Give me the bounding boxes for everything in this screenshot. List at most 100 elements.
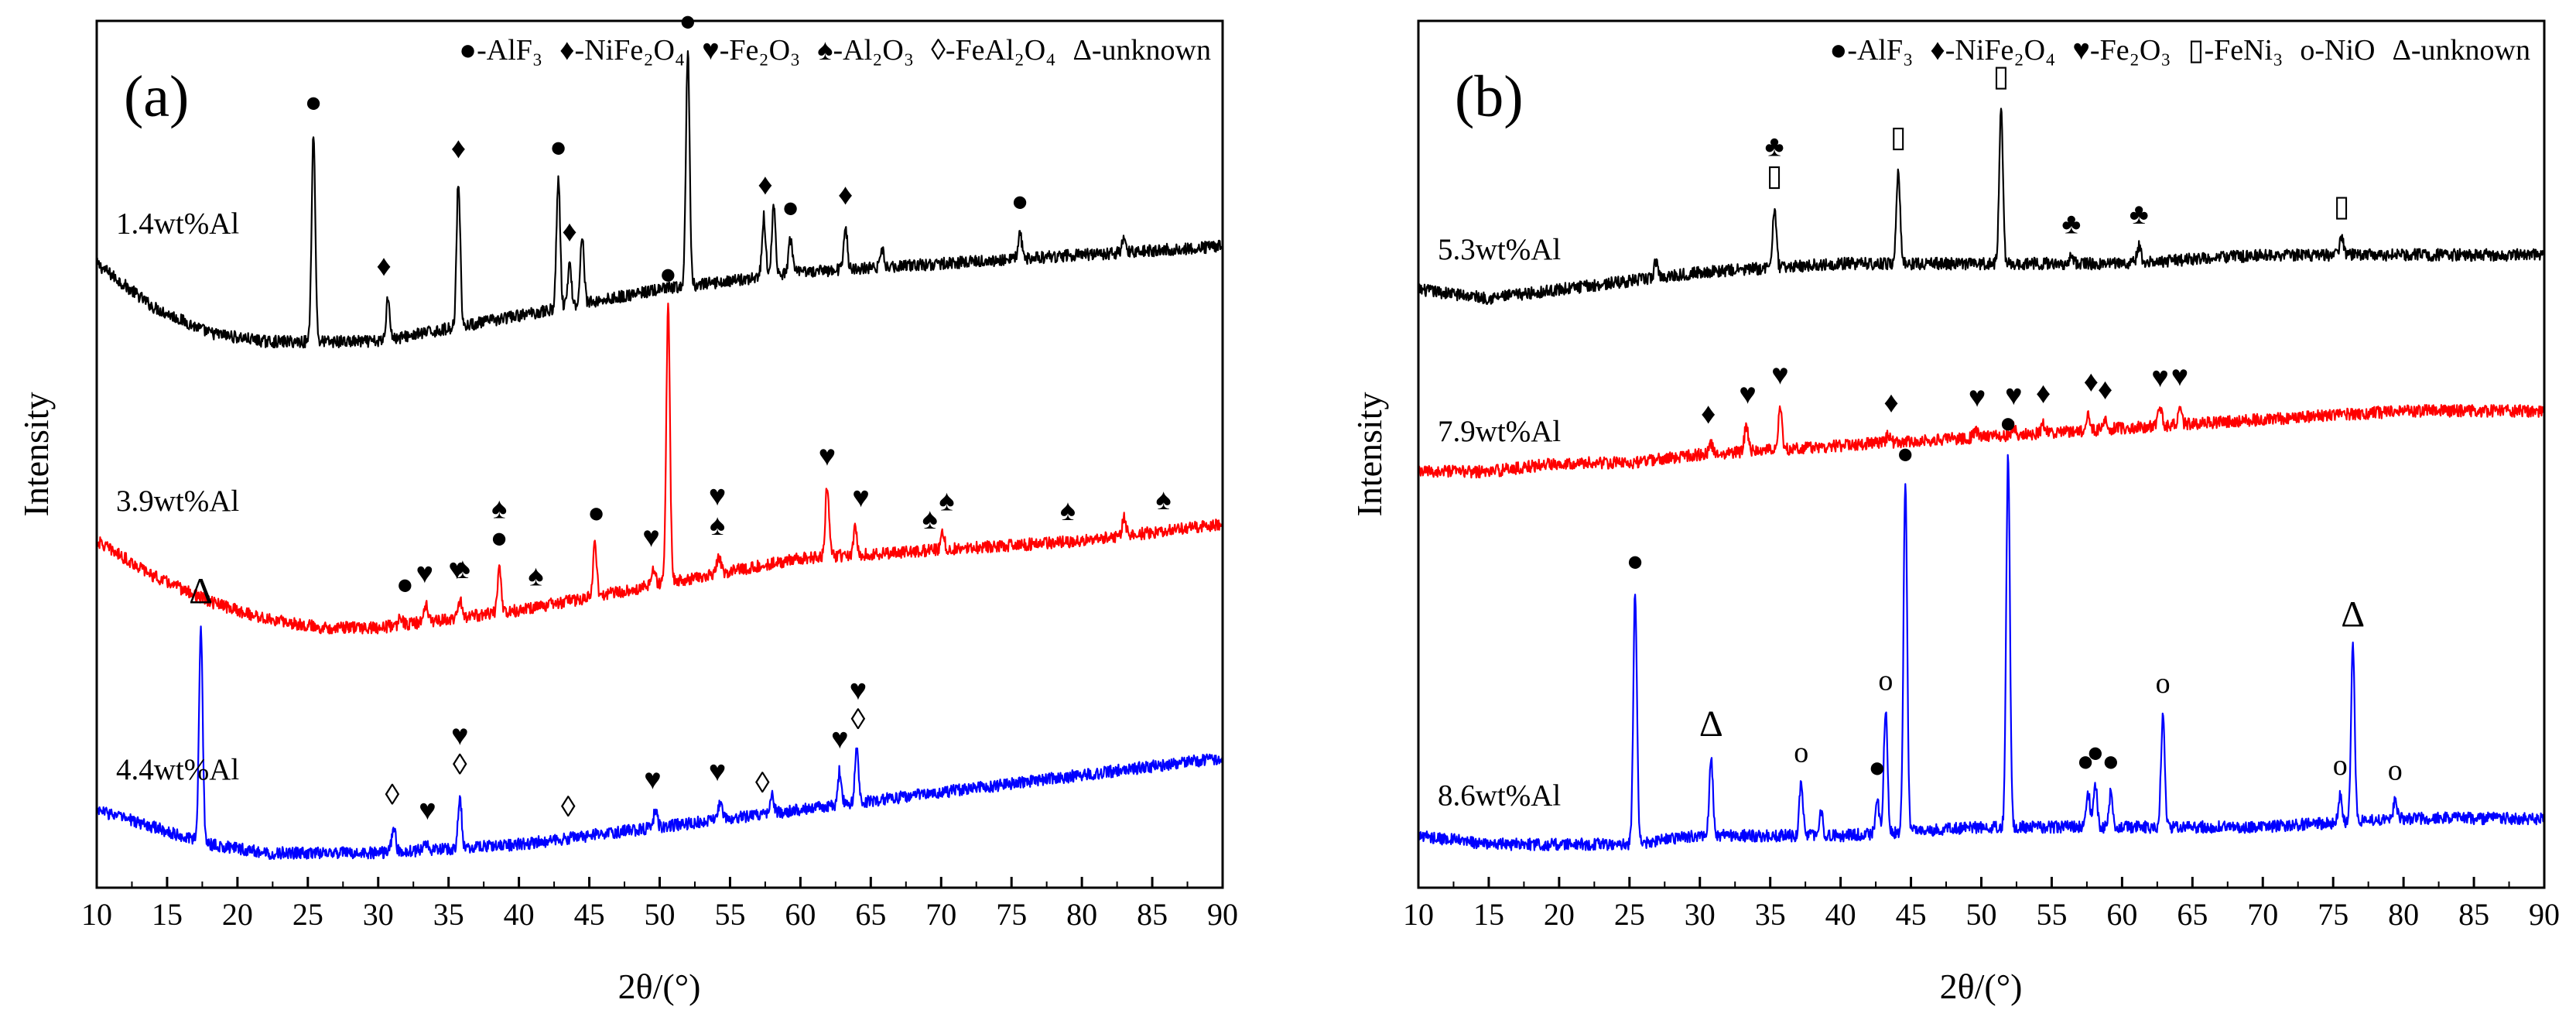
x-tick-label: 40 [1825,897,1856,932]
peak-marker: ● [1627,545,1644,577]
series-line-1 [95,303,1224,635]
peak-marker: ▯ [1890,121,1907,153]
peak-marker: ♥ [448,553,466,586]
legend-label: -AlF₃ [477,34,542,67]
series-line-0 [1417,108,2546,305]
peak-marker: ● [659,258,677,291]
legend-symbol: ▯ [2188,34,2205,67]
legend-symbol: o [2300,34,2314,67]
peak-marker: ♦ [2084,365,2099,398]
x-tick-label: 15 [1473,897,1504,932]
peak-marker: ♦ [838,179,853,211]
legend-symbol: ● [1829,34,1847,67]
series-line-2 [1417,454,2546,851]
series-label: 7.9wt%Al [1438,415,1561,448]
peak-marker: ● [2000,407,2017,440]
panel-b-label: (b) [1455,64,1524,129]
peak-marker: ♥ [2005,379,2023,412]
panel-a-legend: ●-AlF₃ ♦-NiFe₂O₄ ♥-Fe₂O₃ ♠-Al₂O₃ ◊-FeAl₂O₄ Δ-… [459,34,1211,67]
peak-marker: ▯ [1767,159,1783,192]
panel-a: 1.4wt%Al●♦♦ ●♦●♦● ♦ ●3.9wt%Al● ♥ ♥♠●♠♠●♥●♠♥♥♥… [16,5,1238,1006]
peak-marker: ◊ [755,767,770,799]
series-label: 1.4wt%Al [116,207,239,240]
peak-marker: ♣ [1765,130,1784,163]
panel-b-ylabel: Intensity [1350,392,1389,517]
x-tick-label: 45 [574,897,605,932]
legend-symbol: ♠ [817,34,833,67]
x-tick-label: 65 [855,897,886,932]
legend-label: -unknown [1092,34,1211,67]
peak-marker: ♥ [852,481,870,514]
peak-marker: ♥ [1969,382,1986,414]
legend-label: -Al₂O₃ [833,34,914,67]
peak-marker: ♥ [709,480,727,512]
peak-marker: ♥ [850,674,867,707]
peak-marker: ● [396,569,414,601]
peak-marker: ● [2086,737,2104,769]
legend-label: -NiO [2314,34,2375,67]
peak-marker: ◊ [385,779,400,811]
x-tick-label: 75 [996,897,1027,932]
series-label: 3.9wt%Al [116,484,239,518]
peak-marker: ♦ [758,169,772,201]
panel-b-legend: ●-AlF₃ ♦-NiFe₂O₄ ♥-Fe₂O₃ ▯-FeNi₃ o-NiO Δ-unkn… [1829,34,2530,67]
legend-label: -NiFe₂O₄ [575,34,686,67]
x-tick-label: 80 [1066,897,1097,932]
legend-label: -Fe₂O₃ [2090,34,2171,67]
x-tick-label: 75 [2318,897,2349,932]
series-line-2 [95,625,1224,860]
peak-marker: ● [491,522,508,555]
x-tick-label: 60 [785,897,816,932]
peak-marker: Δ [1699,703,1723,745]
panel-a-ylabel: Intensity [16,392,56,517]
series-label: 5.3wt%Al [1438,233,1561,266]
peak-marker: ♥ [419,794,436,827]
series-label: 8.6wt%Al [1438,779,1561,813]
legend-label: -FeAl₂O₄ [946,34,1056,67]
peak-marker: o [2388,755,2403,787]
x-tick-label: 40 [504,897,535,932]
x-tick-label: 50 [645,897,676,932]
x-tick-label: 30 [363,897,394,932]
peak-marker: ♥ [2151,361,2169,394]
x-tick-label: 25 [1614,897,1645,932]
panel-a-xlabel: 2θ/(°) [618,967,701,1006]
legend-symbol: ♥ [2072,34,2090,67]
peak-marker: ◊ [453,749,467,782]
series-line-0 [95,50,1224,349]
peak-marker: ♥ [819,440,836,473]
x-tick-label: 35 [433,897,464,932]
peak-marker: ♥ [642,522,660,554]
x-tick-label: 45 [1896,897,1927,932]
peak-marker: Δ [189,571,213,612]
x-tick-label: 30 [1685,897,1716,932]
peak-marker: ♠ [528,560,543,593]
peak-marker: ♦ [1701,398,1716,430]
peak-marker: ● [1011,186,1029,218]
x-tick-label: 70 [925,897,956,932]
x-tick-label: 65 [2177,897,2208,932]
peak-marker: ▯ [2334,190,2350,223]
legend-text: ●-AlF₃ ♦-NiFe₂O₄ ♥-Fe₂O₃ ♠-Al₂O₃ ◊-FeAl₂O₄ Δ-… [459,34,1211,67]
peak-marker: ♣ [2130,198,2149,231]
panel-b-frame [1417,19,2546,889]
panel-b-xlabel: 2θ/(°) [1940,967,2023,1006]
peak-marker: ♥ [709,755,727,788]
x-tick-label: 25 [292,897,323,932]
peak-marker: o [2333,749,2348,782]
legend-symbol: ● [459,34,477,67]
peak-marker: o [1878,664,1893,697]
peak-marker: ♦ [451,132,466,165]
peak-marker: ▯ [1993,60,2010,93]
peak-marker: ♠ [710,509,725,542]
peak-marker: ◊ [561,791,576,823]
peak-marker: o [2156,667,2171,700]
panel-a-frame [95,19,1224,889]
peak-marker: ● [1868,751,1886,784]
legend-label: -unknown [2411,34,2530,67]
peak-marker: ♦ [2098,374,2112,406]
peak-marker: ♠ [455,553,470,585]
legend-symbol: ◊ [931,34,946,67]
peak-marker: ♥ [644,763,662,796]
